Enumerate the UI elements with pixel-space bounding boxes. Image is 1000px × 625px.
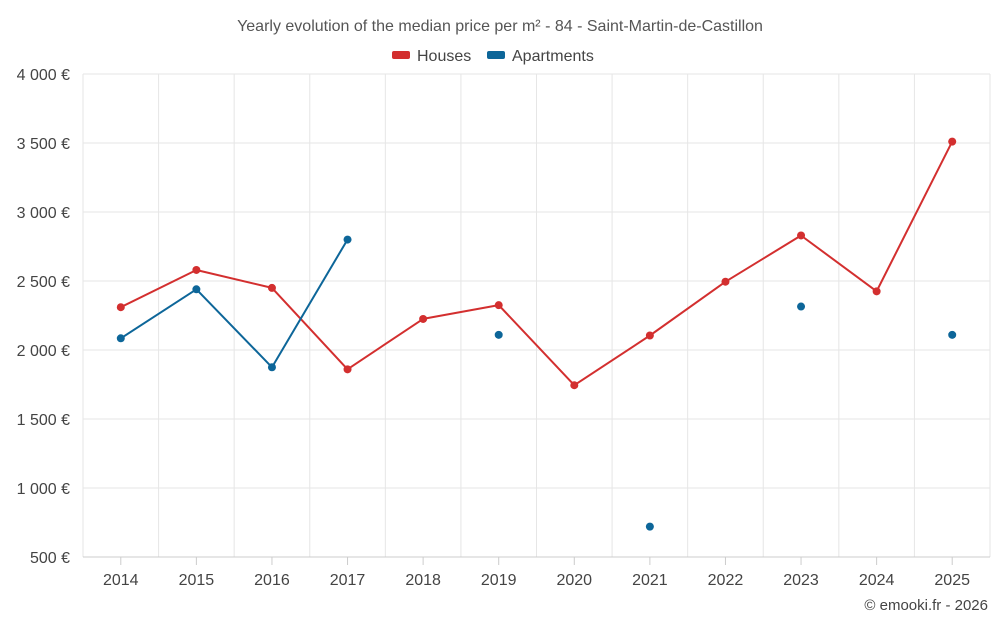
data-point-houses[interactable]	[116, 303, 125, 312]
legend-swatch-houses	[392, 51, 410, 59]
series-line-houses	[120, 141, 954, 387]
credit-text: © emooki.fr - 2026	[864, 597, 988, 614]
data-point-houses[interactable]	[494, 301, 503, 310]
y-axis: 500 € 1 000 € 1 500 € 2 000 € 2 500 € 3 000 €…	[17, 67, 70, 567]
data-point-houses[interactable]	[192, 265, 201, 274]
data-point-houses[interactable]	[797, 231, 806, 240]
x-tick-label: 2023	[783, 572, 819, 589]
x-tick-label: 2018	[405, 572, 441, 589]
y-tick-label: 1 000 €	[17, 481, 70, 498]
legend-item-houses[interactable]: Houses	[392, 48, 471, 65]
legend-label-houses: Houses	[417, 48, 471, 65]
data-point-houses[interactable]	[948, 137, 957, 146]
x-tick-label: 2021	[632, 572, 668, 589]
legend-label-apartments: Apartments	[512, 48, 594, 65]
x-tick-label: 2024	[859, 572, 895, 589]
data-point-houses[interactable]	[721, 277, 730, 286]
x-tick-label: 2014	[103, 572, 139, 589]
y-tick-label: 2 500 €	[17, 274, 70, 291]
data-point-houses[interactable]	[645, 331, 654, 340]
y-tick-label: 3 500 €	[17, 136, 70, 153]
data-point-apartments[interactable]	[267, 363, 276, 372]
x-tick-label: 2017	[330, 572, 366, 589]
data-point-houses[interactable]	[872, 287, 881, 296]
series-line-apartments	[120, 239, 349, 369]
data-point-houses[interactable]	[419, 314, 428, 323]
legend-item-apartments[interactable]: Apartments	[487, 48, 594, 65]
chart-title: Yearly evolution of the median price per…	[237, 18, 763, 35]
data-point-houses[interactable]	[343, 365, 352, 374]
data-point-apartments[interactable]	[797, 302, 806, 311]
x-tick-label: 2015	[179, 572, 215, 589]
data-point-houses[interactable]	[267, 283, 276, 292]
data-point-apartments[interactable]	[494, 330, 503, 339]
x-axis: 2014 2015 2016 2017 2018 2019 2020 2021 2022 2023…	[83, 556, 990, 589]
x-tick-label: 2019	[481, 572, 517, 589]
data-point-apartments[interactable]	[192, 285, 201, 294]
y-tick-label: 4 000 €	[17, 67, 70, 84]
series-apartments	[116, 235, 957, 531]
legend-swatch-apartments	[487, 51, 505, 59]
series-houses	[116, 137, 957, 390]
data-point-apartments[interactable]	[645, 522, 654, 531]
y-tick-label: 1 500 €	[17, 412, 70, 429]
data-point-apartments[interactable]	[116, 334, 125, 343]
grid	[82, 73, 991, 558]
legend: Houses Apartments	[392, 48, 594, 65]
x-tick-label: 2020	[556, 572, 592, 589]
x-tick-label: 2016	[254, 572, 290, 589]
series-layer	[116, 137, 957, 531]
data-point-apartments[interactable]	[948, 330, 957, 339]
data-point-houses[interactable]	[570, 381, 579, 390]
y-tick-label: 3 000 €	[17, 205, 70, 222]
data-point-apartments[interactable]	[343, 235, 352, 244]
y-tick-label: 500 €	[30, 550, 70, 567]
x-tick-label: 2022	[708, 572, 744, 589]
y-tick-label: 2 000 €	[17, 343, 70, 360]
x-tick-label: 2025	[934, 572, 970, 589]
